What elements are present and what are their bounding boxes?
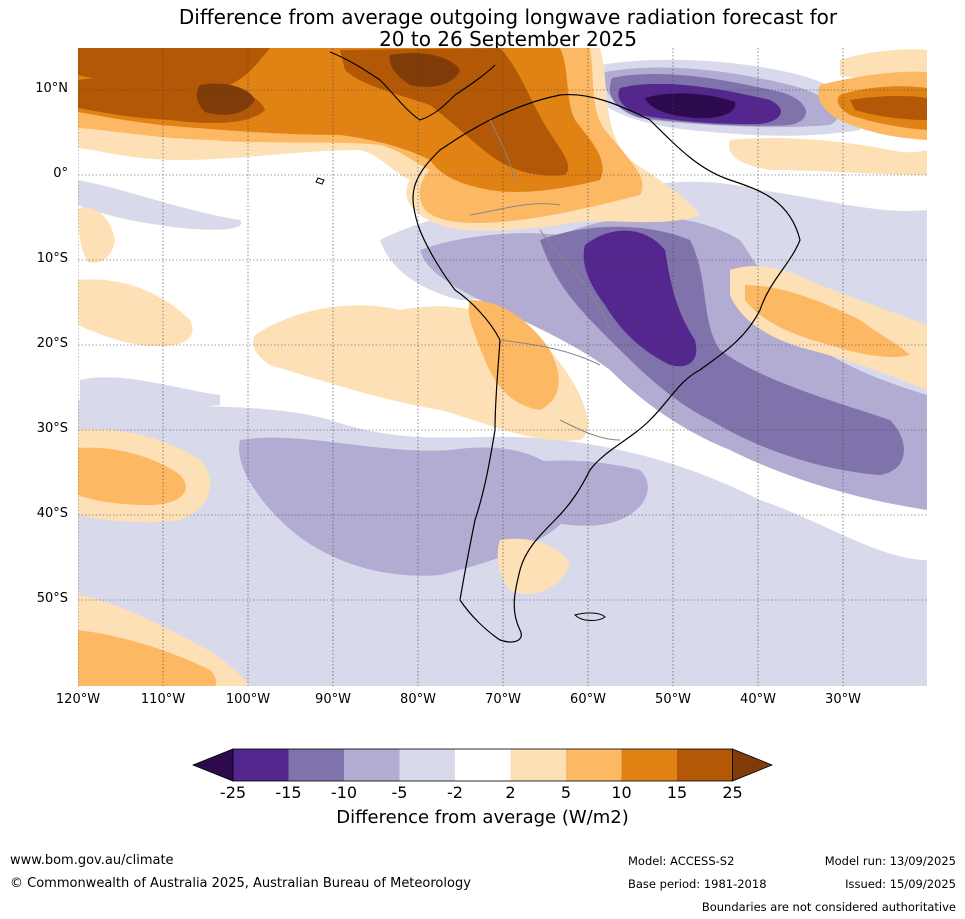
colorbar-bin — [233, 749, 289, 781]
lat-label-30s: 30°S — [36, 421, 68, 436]
colorbar — [191, 748, 774, 782]
lon-label-120w: 120°W — [55, 692, 101, 707]
footer-copyright: © Commonwealth of Australia 2025, Austra… — [10, 876, 471, 891]
colorbar-tick: -15 — [275, 783, 302, 802]
colorbar-label: Difference from average (W/m2) — [336, 807, 629, 828]
gridlines — [78, 48, 927, 686]
colorbar-tick: 2 — [505, 783, 516, 802]
lat-label-0: 0° — [53, 166, 68, 181]
lat-label-10s: 10°S — [36, 251, 68, 266]
footer-disclaimer: Boundaries are not considered authoritat… — [701, 900, 956, 914]
lon-label-40w: 40°W — [740, 692, 776, 707]
anomaly-fields — [78, 48, 927, 686]
colorbar-tick: 10 — [611, 783, 632, 802]
coastline — [412, 93, 801, 643]
lat-label-40s: 40°S — [36, 506, 68, 521]
lon-label-100w: 100°W — [225, 692, 271, 707]
colorbar-tick: -2 — [447, 783, 463, 802]
footer-url: www.bom.gov.au/climate — [10, 853, 174, 868]
lon-label-60w: 60°W — [570, 692, 606, 707]
colorbar-tick: -10 — [330, 783, 358, 802]
colorbar-bin — [399, 749, 455, 781]
colorbar-bin — [566, 749, 622, 781]
lon-label-80w: 80°W — [400, 692, 436, 707]
colorbar-bin — [288, 749, 344, 781]
colorbar-bin — [677, 749, 733, 781]
colorbar-tick: -25 — [219, 783, 247, 802]
lon-label-70w: 70°W — [485, 692, 521, 707]
footer-base-period: Base period: 1981-2018 — [628, 877, 767, 891]
lat-label-20s: 20°S — [36, 336, 68, 351]
footer-model: Model: ACCESS-S2 — [628, 854, 735, 868]
colorbar-tick: 5 — [560, 783, 572, 802]
galapagos-islands — [315, 177, 325, 185]
colorbar-bin — [621, 749, 677, 781]
lon-label-50w: 50°W — [655, 692, 691, 707]
map-title-line1: Difference from average outgoing longwav… — [178, 5, 838, 29]
falkland-islands — [574, 612, 606, 621]
map-title-line2: 20 to 26 September 2025 — [379, 27, 637, 51]
footer-model-run: Model run: 13/09/2025 — [824, 854, 956, 868]
lon-label-90w: 90°W — [315, 692, 351, 707]
lat-label-50s: 50°S — [36, 591, 68, 606]
colorbar-bin — [510, 749, 566, 781]
colorbar-extend-high — [732, 748, 774, 782]
lon-label-110w: 110°W — [140, 692, 186, 707]
colorbar-tick: 25 — [722, 783, 743, 802]
lon-label-30w: 30°W — [825, 692, 861, 707]
colorbar-tick: 15 — [666, 783, 688, 802]
colorbar-tick: -5 — [391, 783, 408, 802]
central-america-coast — [329, 51, 496, 121]
footer-issued: Issued: 15/09/2025 — [845, 877, 956, 891]
lat-label-10n: 10°N — [35, 81, 68, 96]
colorbar-bin — [344, 749, 400, 781]
colorbar-bin — [455, 749, 511, 781]
colorbar-extend-low — [191, 748, 234, 782]
country-borders — [469, 119, 621, 441]
